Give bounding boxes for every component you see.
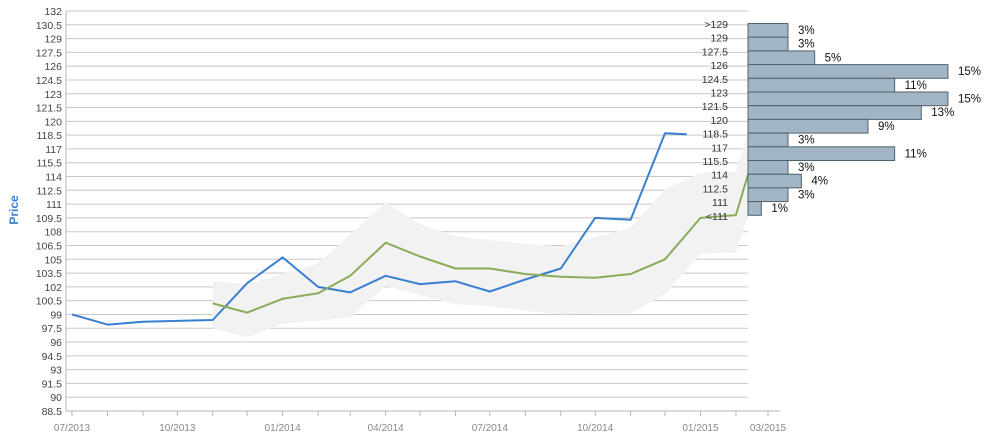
y-tick-label: 108 [44,227,62,239]
y-tick-label: 124.5 [36,75,62,87]
histogram-bar [747,77,896,93]
histogram-bin-label: <111 [706,211,728,223]
histogram-bar-value: 11% [905,148,927,160]
histogram-bar-value: 13% [931,107,954,119]
y-tick-label: 109.5 [36,213,62,225]
histogram-bar-value: 15% [958,66,981,78]
histogram-bar [747,132,789,148]
histogram-bin-label: 115.5 [703,156,729,168]
y-tick-label: 88.5 [42,406,63,418]
histogram-bin-label: 124.5 [702,74,728,86]
histogram-bin-label: 114 [711,170,728,182]
series-line-1 [71,132,687,326]
histogram-bar-value: 3% [798,162,815,174]
histogram-bin-label: 123 [710,88,728,100]
histogram-bar [747,105,922,120]
histogram-bin-label: 127.5 [702,46,728,58]
histogram-bar [747,50,816,66]
y-tick-label: 130.5 [36,20,62,32]
series-lines [71,107,769,326]
y-tick-label: 115.5 [37,158,63,170]
y-tick-label: 100.5 [36,296,62,308]
y-tick-label: 114 [45,172,62,184]
histogram-bin-label: 117 [711,142,728,154]
histogram-bar-value: 9% [878,121,895,133]
x-tick-label: 07/2013 [54,423,91,434]
y-tick-label: 112.5 [37,185,63,197]
histogram-bar [747,64,949,79]
y-tick-label: 127.5 [36,47,62,59]
y-tick-label: 93 [50,365,62,377]
y-tick-label: 106.5 [36,240,62,252]
y-tick-label: 90 [50,392,62,404]
x-tick-label: 04/2014 [368,423,405,434]
x-tick-label: 01/2014 [265,423,302,434]
histogram-bin-label: 129 [710,33,728,45]
histogram-bar [747,146,896,162]
y-tick-label: 129 [44,34,62,46]
histogram-bin-label: 111 [712,197,728,209]
x-tick-label: 10/2014 [577,423,614,434]
forecast-band [212,66,769,338]
histogram-bar-value: 15% [958,94,981,106]
x-tick-label: 03/2015 [750,423,787,434]
confidence-band [212,66,769,338]
y-tick-label: 126 [44,61,62,73]
distribution-histogram: >129 3% 129 3% 127.5 5% 126 15% 124.5 11% 123 15% 12… [702,19,981,223]
y-tick-label: 117 [45,144,62,156]
histogram-bar-value: 1% [771,203,788,215]
histogram-bar [747,160,789,175]
x-tick-label: 10/2013 [159,423,196,434]
histogram-bar-value: 11% [905,80,927,92]
histogram-bin-label: 121.5 [702,101,728,113]
histogram-bar [747,173,802,189]
y-tick-label: 94.5 [42,351,63,363]
histogram-bar [747,36,789,52]
histogram-bar [747,118,869,134]
y-tick-label: 103.5 [36,268,62,280]
y-tick-label: 105 [44,254,62,266]
histogram-bar-value: 5% [825,52,842,64]
histogram-bin-label: 118.5 [703,129,729,141]
y-tick-label: 121.5 [36,103,62,115]
x-axis-ticks: 07/2013 10/2013 01/2014 04/2014 07/2014 10/20… [54,423,787,434]
series-line-2 [212,107,769,314]
y-tick-label: 111 [46,199,62,211]
histogram-bar-value: 3% [798,39,815,51]
y-tick-label: 99 [50,309,62,321]
y-tick-label: 132 [44,6,62,18]
histogram-bin-label: 120 [710,115,728,127]
histogram-bar [747,201,762,216]
y-axis-title: Price [7,195,21,225]
histogram-bar-value: 3% [798,135,815,147]
y-tick-label: 120 [44,116,62,128]
histogram-bar [747,91,949,107]
x-tick-label: 07/2014 [472,423,509,434]
histogram-bar [747,187,789,203]
y-tick-label: 96 [50,337,62,349]
histogram-bar [747,23,789,38]
y-tick-label: 91.5 [42,378,63,390]
y-tick-label: 102 [44,282,62,294]
histogram-bin-label: >129 [704,19,728,31]
y-tick-label: 118.5 [37,130,63,142]
histogram-bin-label: 126 [710,60,728,72]
histogram-bar-value: 3% [798,189,815,201]
y-tick-label: 97.5 [42,323,63,335]
histogram-bar-value: 3% [798,25,815,37]
histogram-bar-value: 4% [811,176,828,188]
histogram-bin-label: 112.5 [703,183,729,195]
y-tick-label: 123 [44,89,62,101]
x-tick-label: 01/2015 [682,423,719,434]
